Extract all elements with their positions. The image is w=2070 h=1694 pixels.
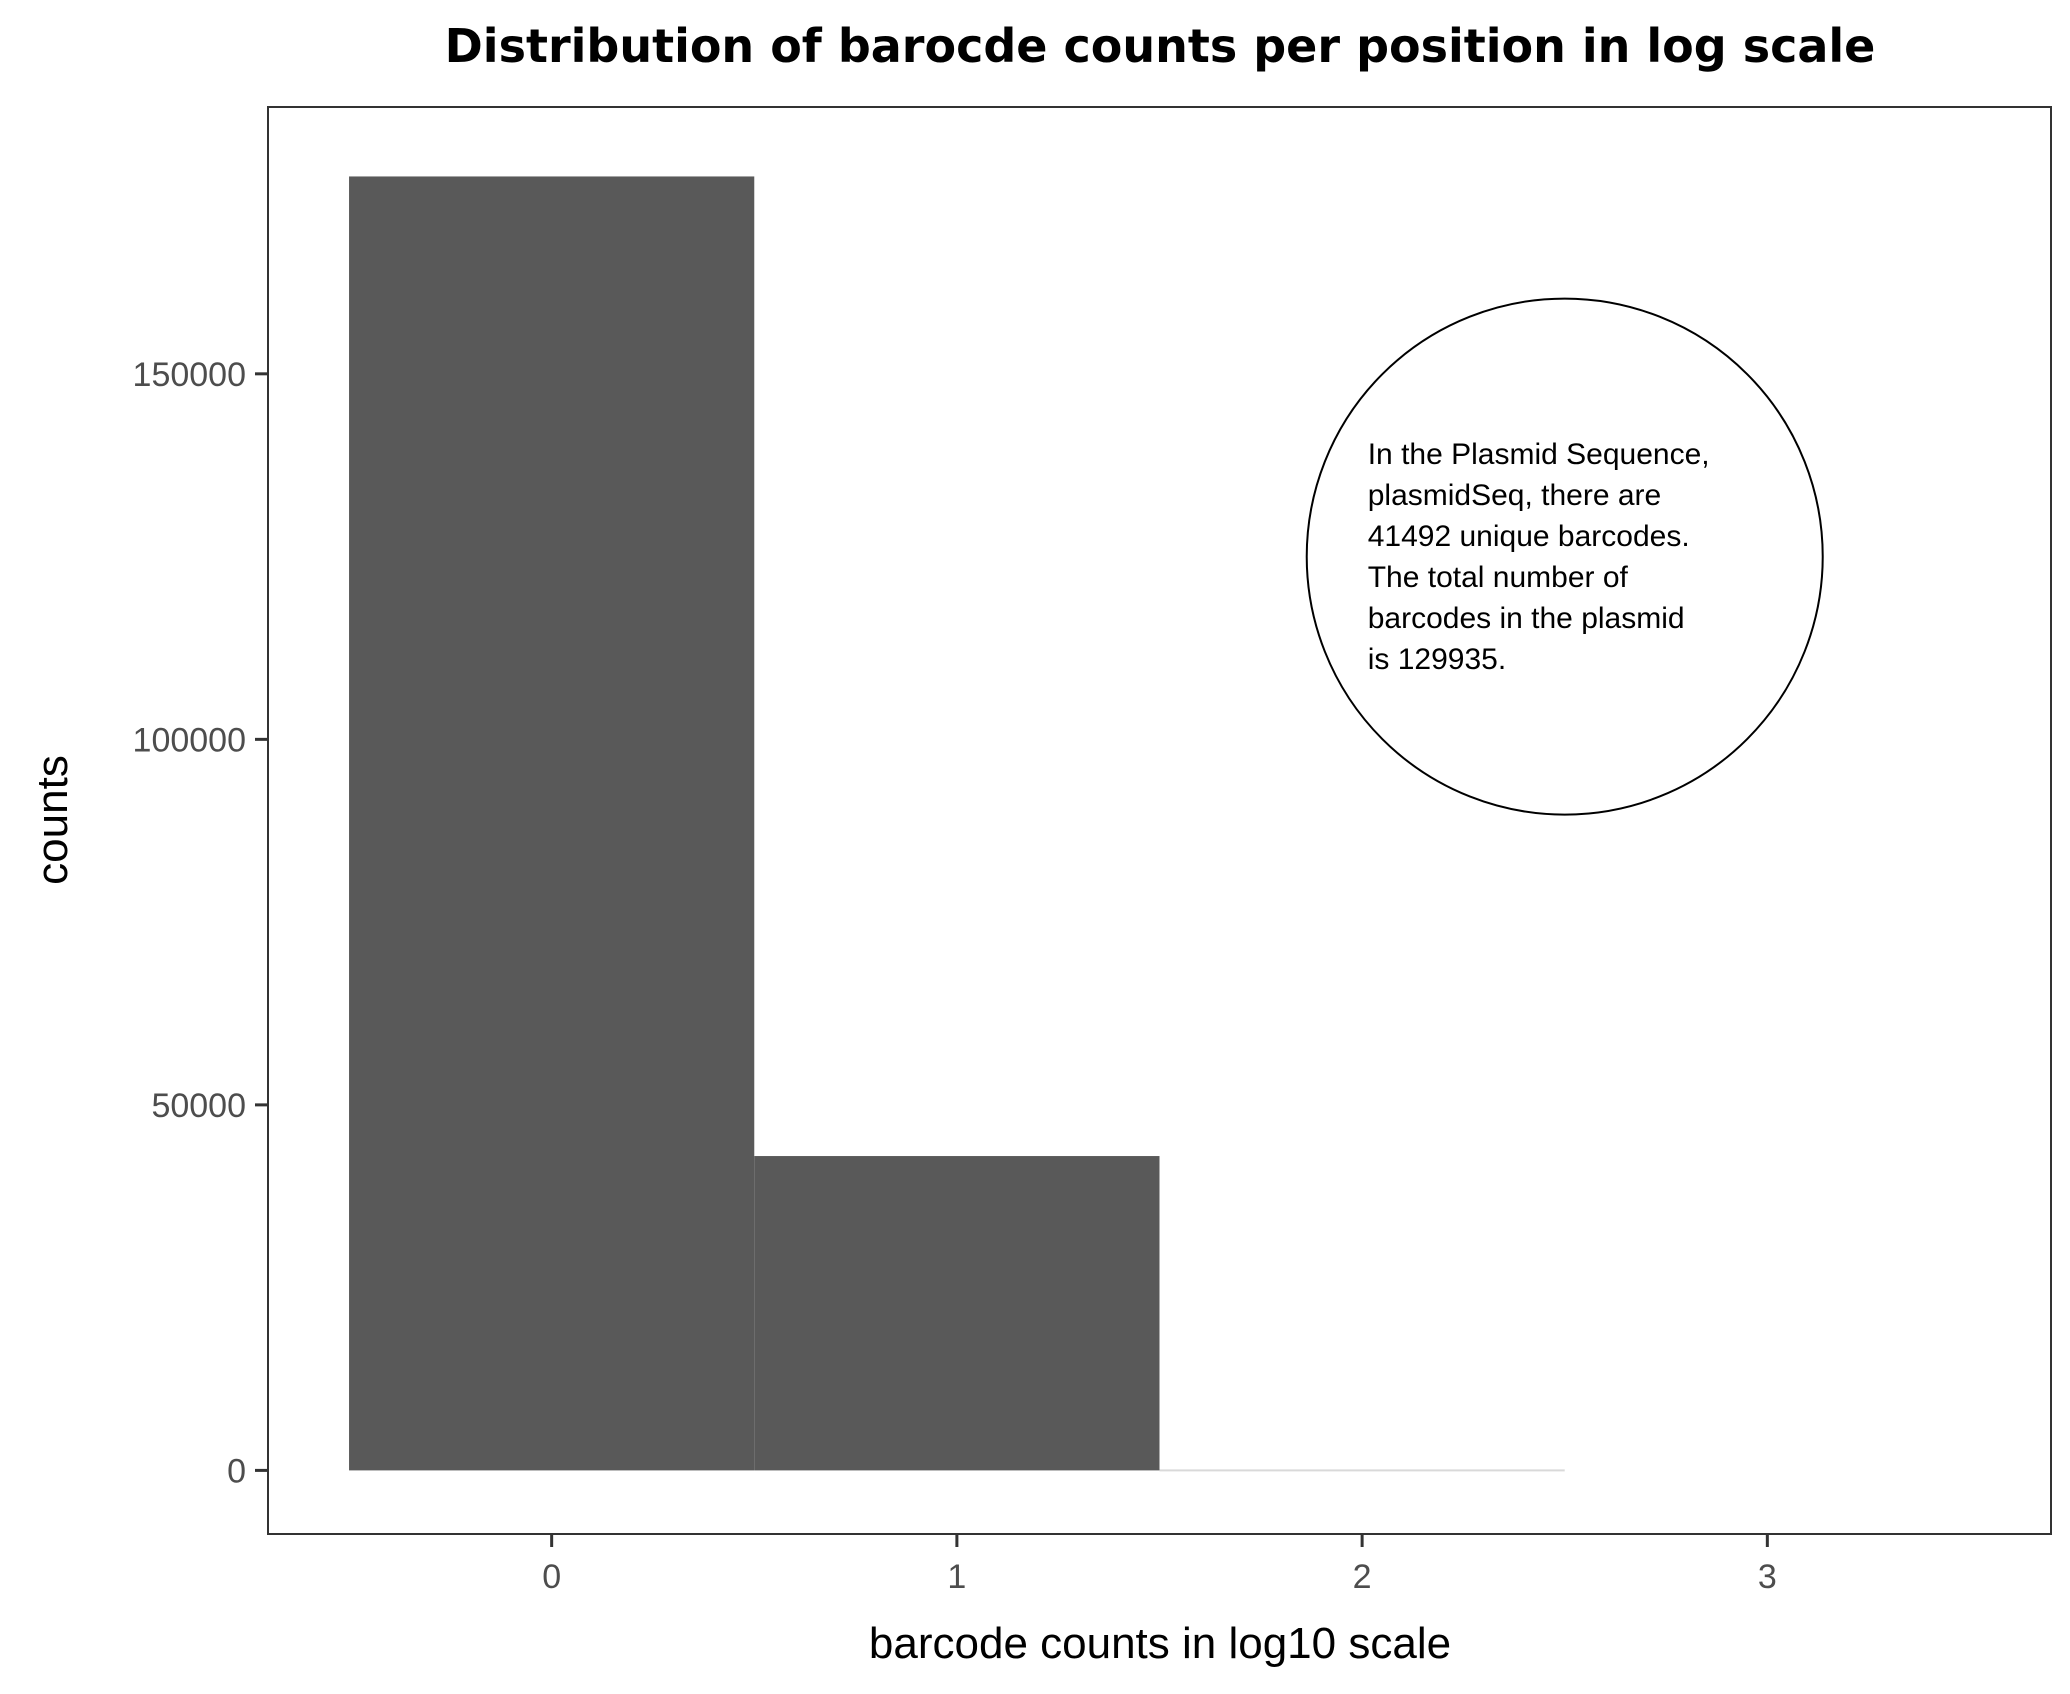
y-axis: 0 50000 100000 150000 bbox=[133, 356, 268, 1490]
histogram-bar-1 bbox=[754, 1156, 1160, 1471]
x-tick-label: 3 bbox=[1758, 1558, 1777, 1596]
bars-group bbox=[349, 176, 1565, 1472]
annotation-line: 41492 unique barcodes. bbox=[1368, 520, 1690, 553]
x-tick-label: 0 bbox=[542, 1558, 561, 1596]
y-tick-label: 50000 bbox=[151, 1087, 246, 1125]
y-tick-label: 150000 bbox=[133, 356, 246, 394]
x-tick-label: 2 bbox=[1353, 1558, 1372, 1596]
annotation-line: The total number of bbox=[1368, 561, 1629, 594]
chart-title: Distribution of barocde counts per posit… bbox=[445, 19, 1876, 73]
y-tick-label: 0 bbox=[227, 1452, 246, 1490]
y-tick-label: 100000 bbox=[133, 721, 246, 759]
annotation-circle bbox=[1305, 297, 1824, 816]
x-tick-label: 1 bbox=[947, 1558, 966, 1596]
annotation-line: In the Plasmid Sequence, bbox=[1368, 438, 1710, 471]
annotation-line: barcodes in the plasmid bbox=[1368, 602, 1685, 635]
annotation-line: plasmidSeq, there are bbox=[1368, 479, 1662, 512]
x-axis-label: barcode counts in log10 scale bbox=[869, 1619, 1451, 1668]
annotation-line: is 129935. bbox=[1368, 643, 1506, 676]
histogram-bar-0 bbox=[349, 176, 755, 1471]
x-axis: 0 1 2 3 bbox=[542, 1534, 1777, 1596]
annotation-bubble: In the Plasmid Sequence, plasmidSeq, ther… bbox=[1305, 297, 1824, 816]
y-axis-label: counts bbox=[28, 755, 77, 885]
